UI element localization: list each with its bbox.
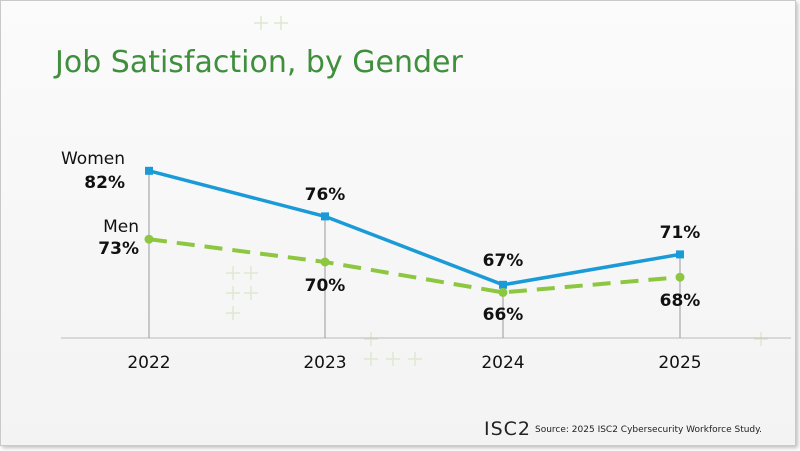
data-point-men [144, 234, 154, 244]
plus-decoration-icon [254, 16, 268, 30]
plus-decoration-icon [364, 332, 378, 346]
plus-decoration-icon [226, 306, 240, 320]
x-tick-label: 2025 [658, 353, 701, 373]
data-label: 70% [305, 276, 346, 296]
data-point-women [321, 212, 329, 221]
data-point-men [498, 287, 508, 297]
series-name-women: Women [61, 149, 125, 169]
isc2-logo: ISC2 [484, 418, 532, 440]
plus-decoration-icon [274, 16, 288, 30]
plus-decoration-icon [754, 332, 768, 346]
plus-decoration-icon [364, 352, 378, 366]
data-point-women [676, 250, 684, 259]
chart-title: Job Satisfaction, by Gender [55, 45, 463, 80]
data-point-women [145, 166, 153, 175]
series-line-women [148, 169, 681, 287]
plus-decoration-icon [226, 266, 240, 280]
data-label: 71% [660, 223, 701, 243]
data-label: 67% [483, 251, 524, 271]
series-line-men [148, 237, 681, 295]
source-note: Source: 2025 ISC2 Cybersecurity Workforc… [535, 425, 763, 435]
x-tick-label: 2022 [127, 353, 170, 373]
plus-decoration-icon [386, 352, 400, 366]
data-label: 82% [84, 173, 125, 193]
plus-decoration-icon [244, 286, 258, 300]
plus-decoration-icon [244, 266, 258, 280]
plus-decoration-icon [408, 352, 422, 366]
data-label: 66% [483, 305, 524, 325]
plus-decoration-icon [226, 286, 240, 300]
data-point-men [320, 257, 330, 267]
data-point-men [675, 272, 685, 282]
x-tick-label: 2024 [481, 353, 524, 373]
data-label: 76% [305, 185, 346, 205]
series-name-men: Men [103, 217, 139, 237]
data-label: 68% [660, 291, 701, 311]
data-point-women [499, 280, 507, 289]
x-tick-label: 2023 [303, 353, 346, 373]
data-label: 73% [98, 239, 139, 259]
